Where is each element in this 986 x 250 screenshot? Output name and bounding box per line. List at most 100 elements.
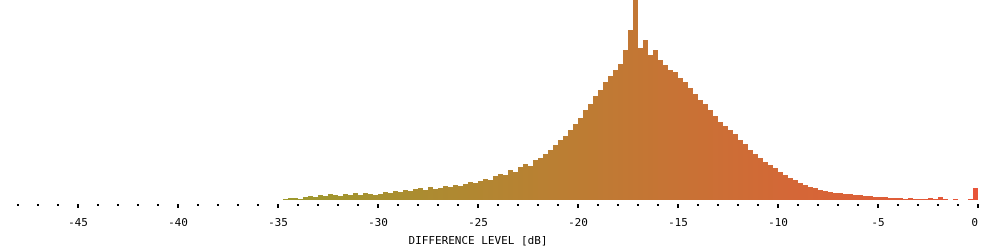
x-tick-label: -10 bbox=[768, 216, 788, 229]
bar bbox=[503, 175, 508, 200]
x-minor-tick bbox=[137, 204, 139, 206]
bar bbox=[748, 150, 753, 200]
x-minor-tick bbox=[97, 204, 99, 206]
x-minor-tick bbox=[617, 204, 619, 206]
bar bbox=[528, 166, 533, 200]
bar bbox=[513, 172, 518, 200]
bar bbox=[823, 191, 828, 200]
x-minor-tick bbox=[717, 204, 719, 206]
x-minor-tick bbox=[497, 204, 499, 206]
x-minor-tick bbox=[937, 204, 939, 206]
x-minor-tick bbox=[117, 204, 119, 206]
bar bbox=[673, 72, 678, 200]
bar bbox=[618, 64, 623, 200]
bar bbox=[953, 199, 958, 200]
bar bbox=[908, 198, 913, 200]
bar bbox=[413, 189, 418, 200]
bar bbox=[818, 190, 823, 200]
x-axis-label: DIFFERENCE LEVEL [dB] bbox=[408, 234, 547, 247]
bar bbox=[548, 150, 553, 200]
x-minor-tick bbox=[737, 204, 739, 206]
x-minor-tick bbox=[197, 204, 199, 206]
bar bbox=[303, 197, 308, 200]
bar bbox=[903, 199, 908, 200]
x-minor-tick bbox=[817, 204, 819, 206]
x-tick bbox=[877, 204, 879, 208]
x-minor-tick bbox=[517, 204, 519, 206]
x-tick bbox=[777, 204, 779, 208]
bar bbox=[288, 198, 293, 200]
bar bbox=[723, 126, 728, 200]
x-minor-tick bbox=[857, 204, 859, 206]
bar bbox=[423, 190, 428, 200]
bar bbox=[713, 116, 718, 200]
bar bbox=[718, 122, 723, 200]
bar bbox=[298, 199, 303, 200]
bar bbox=[448, 187, 453, 200]
bar bbox=[553, 145, 558, 200]
bar bbox=[558, 140, 563, 200]
bar bbox=[568, 130, 573, 200]
bar bbox=[383, 192, 388, 200]
bar bbox=[973, 188, 978, 200]
x-minor-tick bbox=[57, 204, 59, 206]
bar bbox=[778, 172, 783, 200]
bar bbox=[603, 82, 608, 200]
x-minor-tick bbox=[837, 204, 839, 206]
bar bbox=[968, 199, 973, 200]
bar bbox=[813, 188, 818, 200]
x-minor-tick bbox=[417, 204, 419, 206]
bar bbox=[313, 197, 318, 200]
bar bbox=[523, 164, 528, 200]
bar bbox=[763, 162, 768, 200]
x-minor-tick bbox=[37, 204, 39, 206]
bar bbox=[368, 194, 373, 200]
bar bbox=[793, 180, 798, 200]
bar bbox=[773, 168, 778, 200]
bar bbox=[643, 40, 648, 200]
bar bbox=[588, 104, 593, 200]
bar bbox=[328, 194, 333, 200]
bar bbox=[593, 96, 598, 200]
bar bbox=[883, 197, 888, 200]
bar bbox=[738, 140, 743, 200]
bar bbox=[563, 136, 568, 200]
bar bbox=[443, 186, 448, 200]
bar bbox=[628, 30, 633, 200]
bar bbox=[293, 198, 298, 200]
x-tick bbox=[677, 204, 679, 208]
bar bbox=[333, 195, 338, 200]
bar bbox=[828, 192, 833, 200]
bar bbox=[573, 124, 578, 200]
bar bbox=[308, 196, 313, 200]
x-minor-tick bbox=[357, 204, 359, 206]
bar bbox=[473, 183, 478, 200]
bar bbox=[758, 158, 763, 200]
x-minor-tick bbox=[597, 204, 599, 206]
x-minor-tick bbox=[657, 204, 659, 206]
x-minor-tick bbox=[757, 204, 759, 206]
bar bbox=[933, 199, 938, 200]
bar bbox=[943, 199, 948, 200]
bar bbox=[938, 197, 943, 200]
bar bbox=[848, 194, 853, 200]
bar bbox=[398, 192, 403, 200]
bar bbox=[598, 90, 603, 200]
bar bbox=[843, 194, 848, 200]
x-minor-tick bbox=[397, 204, 399, 206]
bar bbox=[468, 182, 473, 200]
x-minor-tick bbox=[157, 204, 159, 206]
x-tick bbox=[77, 204, 79, 208]
bar bbox=[433, 189, 438, 200]
bar bbox=[913, 199, 918, 200]
bar bbox=[458, 186, 463, 200]
bar bbox=[658, 60, 663, 200]
x-tick bbox=[177, 204, 179, 208]
bar bbox=[533, 160, 538, 200]
bar bbox=[353, 193, 358, 200]
bar bbox=[728, 130, 733, 200]
x-tick-label: -5 bbox=[871, 216, 884, 229]
bar bbox=[488, 180, 493, 200]
bar bbox=[633, 0, 638, 200]
